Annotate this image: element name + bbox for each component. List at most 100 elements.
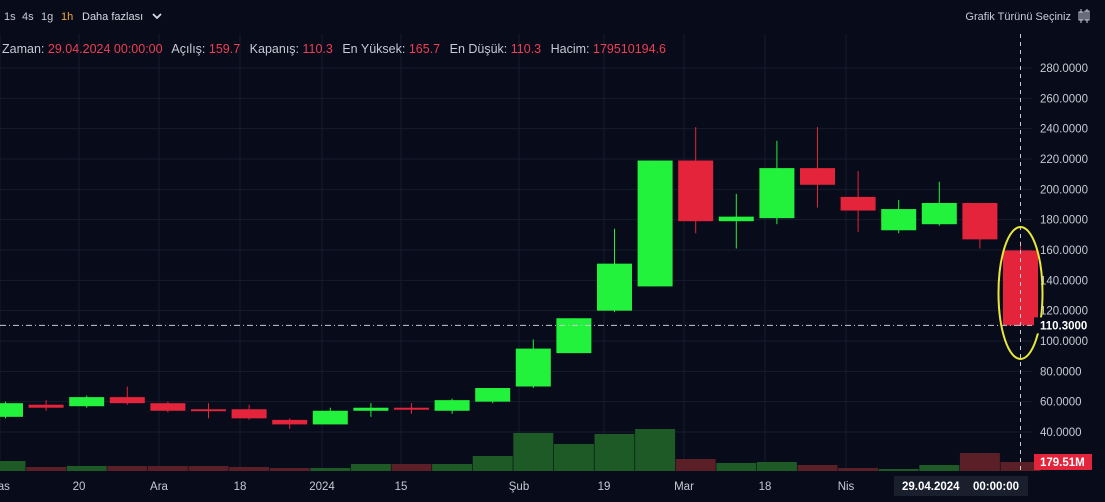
volume-bar bbox=[959, 453, 1000, 471]
time-tick-label: 15 bbox=[395, 481, 408, 493]
candle-body[interactable] bbox=[191, 409, 226, 412]
volume-bar bbox=[26, 467, 67, 471]
candle-body[interactable] bbox=[597, 263, 632, 311]
candle-body[interactable] bbox=[28, 404, 64, 408]
price-tick-label: 120.0000 bbox=[1040, 306, 1088, 318]
crosshair-date-label: 29.04.2024 bbox=[902, 481, 960, 493]
candle-body[interactable] bbox=[921, 202, 957, 225]
candle-body[interactable] bbox=[434, 400, 470, 411]
volume-bar bbox=[513, 433, 554, 471]
candle-body[interactable] bbox=[394, 407, 429, 410]
close-label: Kapanış: bbox=[249, 42, 300, 56]
volume-bar bbox=[594, 434, 635, 471]
last-volume-label: 179.51M bbox=[1040, 457, 1085, 469]
timeframe-4s[interactable]: 4s bbox=[22, 11, 34, 23]
chart-type-button[interactable]: Grafik Türünü Seçiniz bbox=[965, 11, 1071, 23]
price-tick-label: 280.0000 bbox=[1040, 63, 1088, 75]
candle-body[interactable] bbox=[962, 202, 998, 240]
time-tick-label: Ara bbox=[150, 481, 169, 493]
volume-label: Hacim: bbox=[550, 42, 590, 56]
candle-body[interactable] bbox=[109, 397, 145, 404]
timeframe-1g[interactable]: 1g bbox=[41, 11, 54, 23]
time-tick-label: 2024 bbox=[309, 481, 335, 493]
candlesticks bbox=[0, 127, 1038, 429]
volume-bar bbox=[66, 466, 107, 471]
candle-body[interactable] bbox=[312, 410, 348, 425]
price-tick-label: 160.0000 bbox=[1040, 245, 1088, 257]
candle-body[interactable] bbox=[759, 168, 795, 219]
candle-body[interactable] bbox=[881, 209, 917, 231]
crosshair-price-box bbox=[1034, 317, 1102, 334]
time-tick-label: 18 bbox=[234, 481, 247, 493]
candle-body[interactable] bbox=[556, 318, 592, 354]
time-value: 29.04.2024 00:00:00 bbox=[47, 42, 163, 56]
ohlc-legend: Zaman: 29.04.2024 00:00:00 Açılış: 159.7… bbox=[2, 42, 672, 56]
price-tick-label: 240.0000 bbox=[1040, 124, 1088, 136]
volume-bar bbox=[878, 469, 919, 471]
candle-body[interactable] bbox=[150, 403, 186, 411]
volume-bar bbox=[675, 459, 716, 471]
highlight-ellipse bbox=[997, 226, 1044, 360]
volume-bar bbox=[716, 463, 757, 471]
volume-value: 179510194.6 bbox=[593, 42, 666, 56]
time-tick-label: Şub bbox=[509, 481, 529, 493]
close-value: 110.3 bbox=[302, 42, 333, 56]
low-value: 110.3 bbox=[510, 42, 542, 56]
time-tick-label: 18 bbox=[759, 481, 772, 493]
timeframe-1h[interactable]: 1h bbox=[61, 11, 74, 23]
crosshair-time-label: 00:00:00 bbox=[973, 481, 1019, 493]
candlestick-icon[interactable] bbox=[1078, 8, 1090, 24]
open-label: Açılış: bbox=[171, 42, 206, 56]
high-label: En Yüksek: bbox=[342, 42, 406, 56]
volume-bar bbox=[432, 464, 473, 471]
volume-bar bbox=[310, 468, 351, 471]
candle-body[interactable] bbox=[231, 409, 267, 419]
crosshair-price-label: 110.3000 bbox=[1040, 320, 1087, 332]
time-tick-label: Mar bbox=[674, 481, 694, 493]
high-value: 165.7 bbox=[408, 42, 441, 56]
volume-bar bbox=[756, 462, 797, 471]
candle-body[interactable] bbox=[1003, 250, 1038, 326]
candle-body[interactable] bbox=[475, 388, 511, 402]
time-tick-label: Nis bbox=[838, 481, 855, 493]
crosshair-date-box bbox=[894, 476, 1028, 496]
candle-body[interactable] bbox=[678, 160, 714, 222]
volume-bars bbox=[0, 429, 1041, 471]
price-tick-label: 60.0000 bbox=[1040, 397, 1082, 409]
price-tick-label: 40.0000 bbox=[1040, 427, 1082, 439]
volume-bar bbox=[797, 465, 838, 471]
chart-toolbar: 1s 4s 1g 1h Daha fazlası Grafik Türünü S… bbox=[0, 0, 1105, 34]
candle-body[interactable] bbox=[637, 160, 673, 287]
timeframe-1s[interactable]: 1s bbox=[4, 11, 16, 23]
price-tick-label: 200.0000 bbox=[1040, 184, 1088, 196]
open-value: 159.7 bbox=[208, 42, 241, 56]
candle-body[interactable] bbox=[272, 419, 308, 425]
crosshair-overlay: 110.3000 179.51M 29.04.2024 00:00:00 bbox=[0, 34, 1102, 496]
time-axis: Kas 20 Ara 18 2024 15 Şub 19 Mar 18 Nis bbox=[0, 481, 855, 493]
candle-body[interactable] bbox=[515, 348, 551, 387]
volume-bar bbox=[147, 466, 188, 471]
volume-bar bbox=[107, 466, 148, 471]
candle-body[interactable] bbox=[69, 397, 105, 407]
candle-body[interactable] bbox=[800, 168, 835, 185]
volume-bar bbox=[919, 465, 960, 471]
candle-body[interactable] bbox=[0, 403, 23, 417]
time-tick-label: 19 bbox=[598, 481, 611, 493]
volume-bar bbox=[553, 444, 594, 471]
time-label: Zaman: bbox=[2, 42, 45, 56]
low-label: En Düşük: bbox=[449, 42, 508, 56]
price-tick-label: 260.0000 bbox=[1040, 93, 1088, 105]
volume-bar bbox=[350, 464, 391, 471]
price-axis: 280.0000 260.0000 240.0000 220.0000 200.0000… bbox=[1040, 63, 1088, 439]
price-tick-label: 180.0000 bbox=[1040, 215, 1088, 227]
volume-bar bbox=[229, 467, 270, 471]
more-timeframes-button[interactable]: Daha fazlası bbox=[82, 11, 144, 23]
candle-body[interactable] bbox=[718, 216, 754, 222]
volume-bar bbox=[391, 464, 432, 471]
candle-body[interactable] bbox=[840, 196, 876, 211]
chevron-down-icon[interactable] bbox=[151, 10, 163, 22]
candle-body[interactable] bbox=[353, 407, 389, 411]
price-tick-label: 140.0000 bbox=[1040, 275, 1088, 287]
last-volume-badge bbox=[1034, 454, 1092, 470]
